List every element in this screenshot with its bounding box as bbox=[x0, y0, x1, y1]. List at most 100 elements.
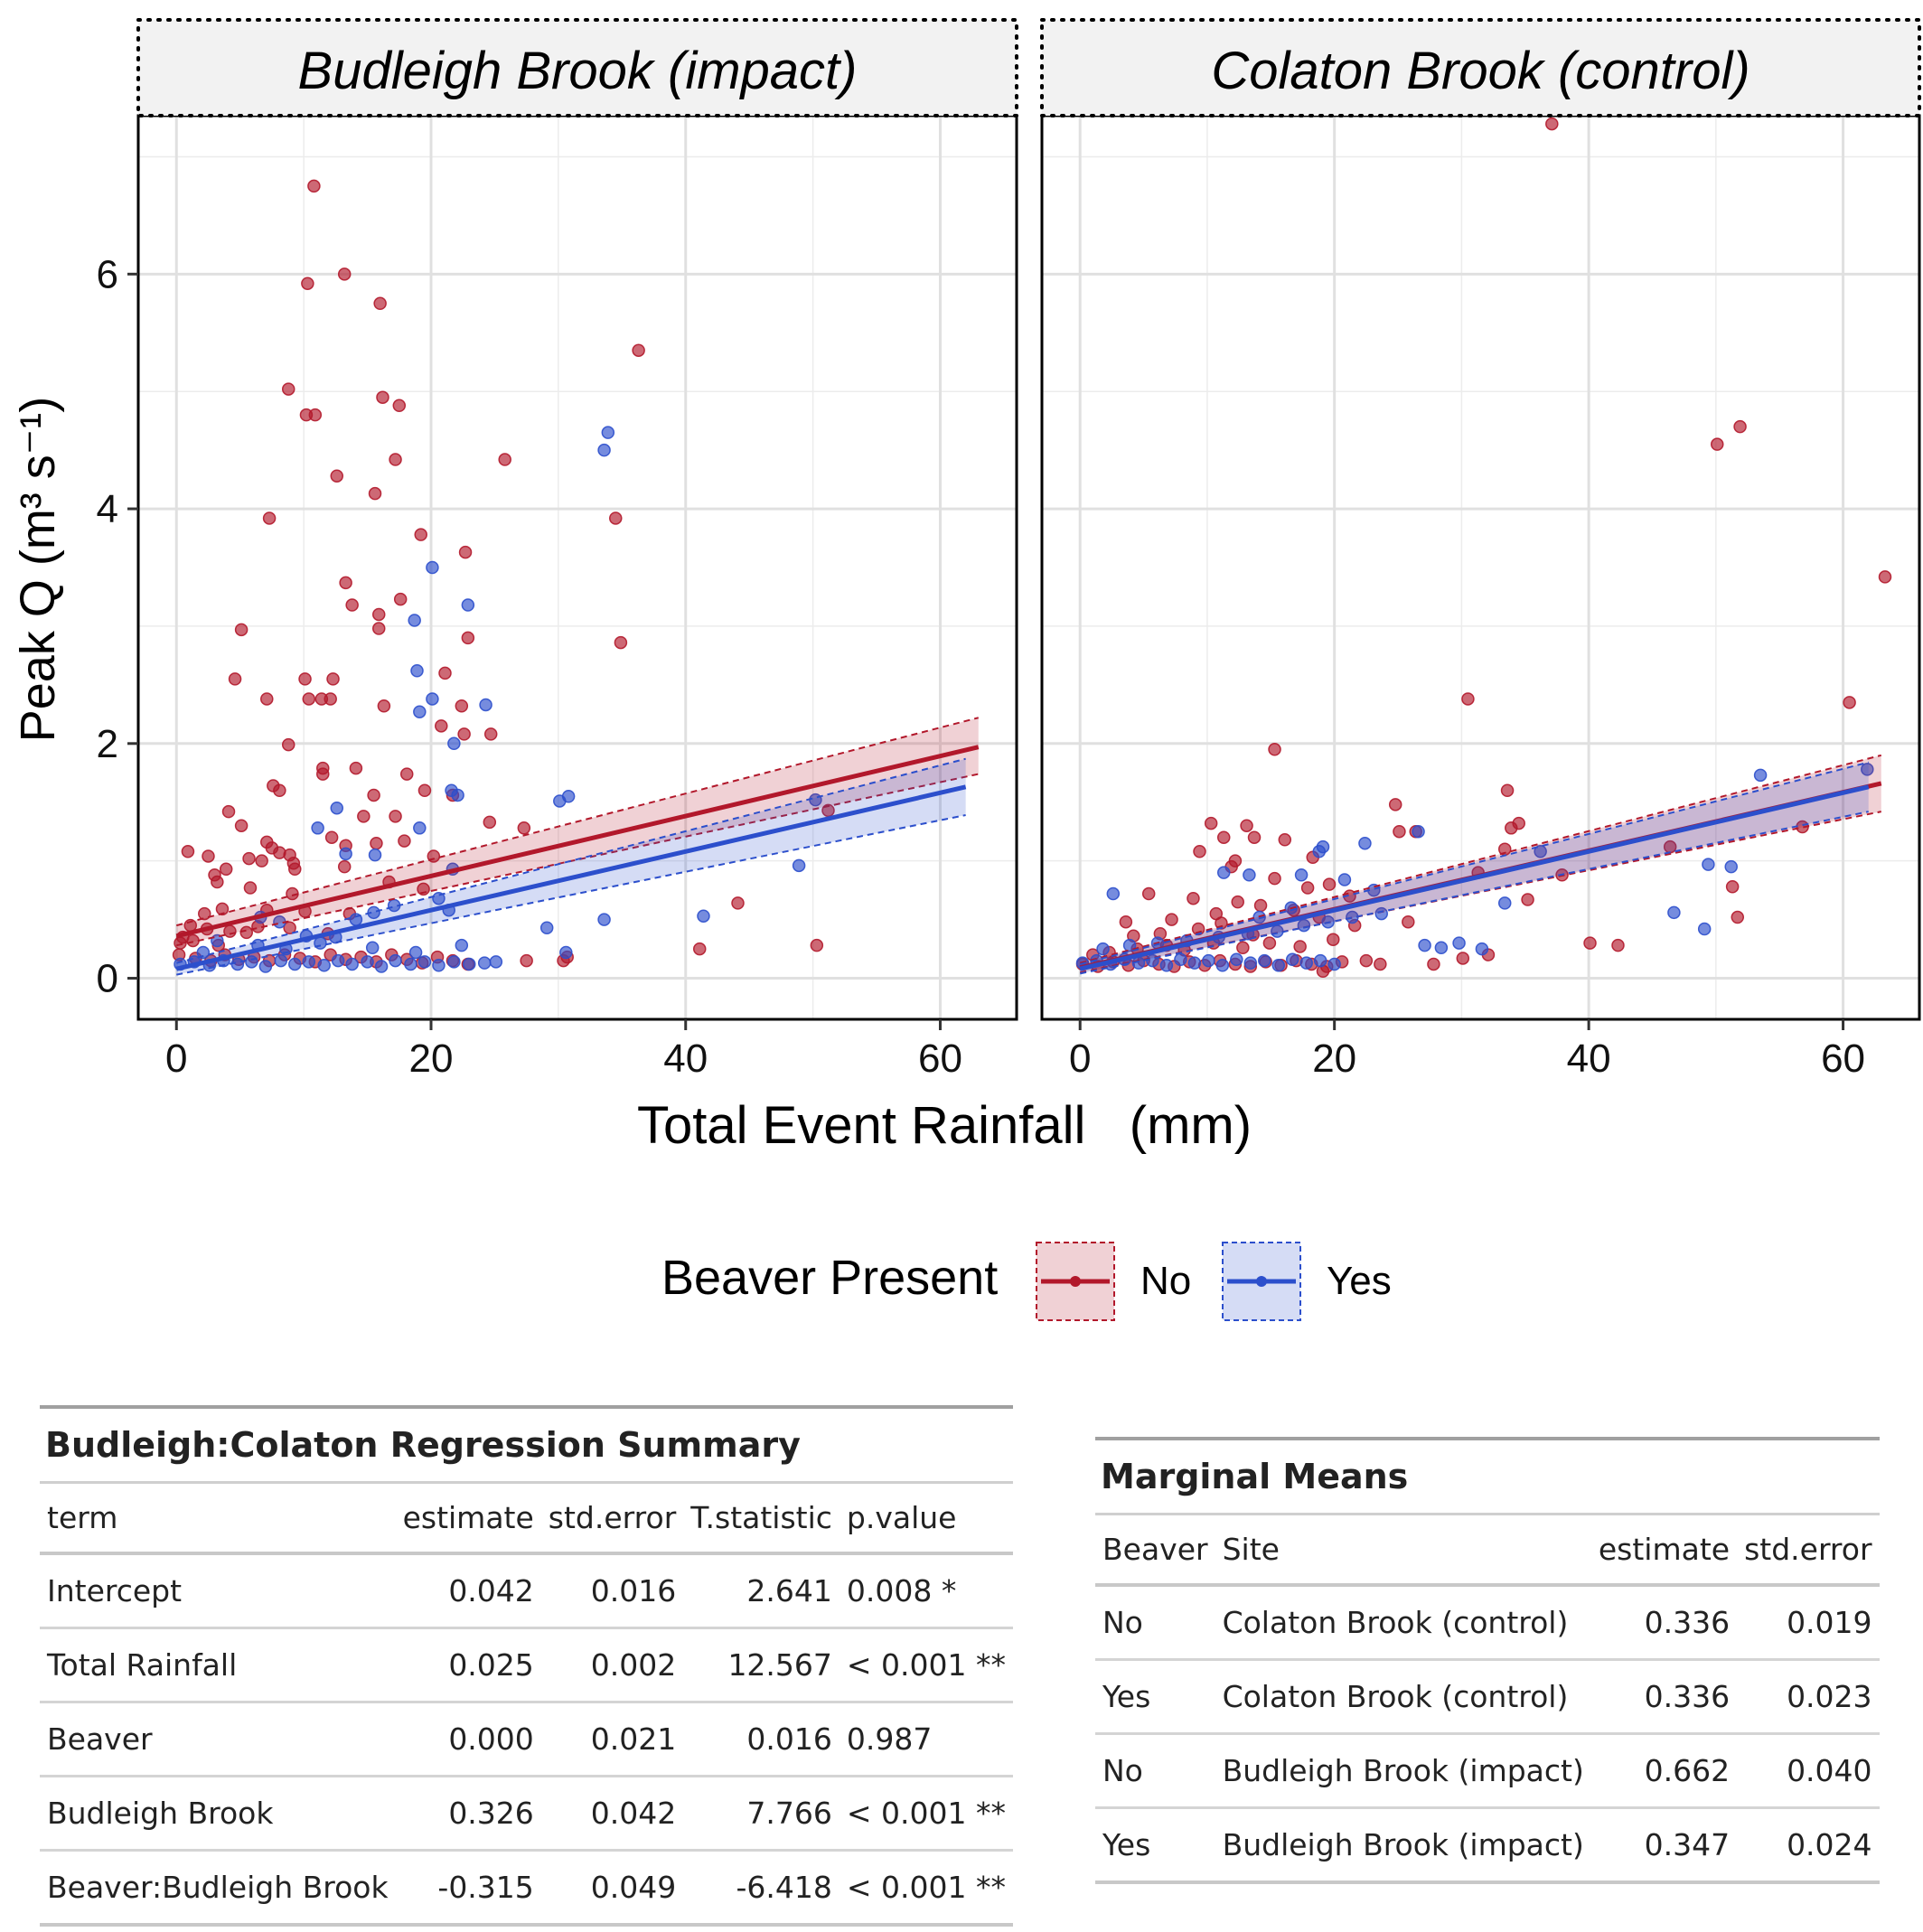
table-cell: 0.049 bbox=[540, 1850, 684, 1927]
table-cell: 0.336 bbox=[1590, 1585, 1738, 1661]
col-estimate: estimate bbox=[395, 1482, 541, 1555]
data-point bbox=[1293, 940, 1307, 953]
table-cell: 0.040 bbox=[1737, 1733, 1880, 1809]
data-point bbox=[324, 830, 339, 844]
table-row: Beaver 0.000 0.021 0.016 0.987 bbox=[40, 1702, 1014, 1777]
data-point bbox=[281, 382, 295, 396]
data-point bbox=[1497, 896, 1512, 910]
data-point bbox=[1141, 886, 1156, 901]
table-cell: Colaton Brook (control) bbox=[1215, 1659, 1591, 1735]
table-cell: -0.315 bbox=[395, 1850, 541, 1927]
data-point bbox=[1731, 910, 1745, 924]
data-point bbox=[1710, 437, 1724, 451]
data-point bbox=[196, 945, 211, 960]
data-point bbox=[1119, 914, 1133, 929]
data-point bbox=[331, 953, 345, 968]
data-point bbox=[1322, 877, 1337, 891]
confidence-upper bbox=[1079, 761, 1869, 965]
data-point bbox=[447, 955, 461, 969]
data-point bbox=[308, 408, 323, 422]
data-point bbox=[1878, 570, 1892, 584]
table-cell: Total Rainfall bbox=[40, 1627, 396, 1703]
data-point bbox=[1271, 959, 1285, 972]
col-term: term bbox=[40, 1482, 396, 1555]
x-tick-label: 40 bbox=[1567, 1036, 1611, 1081]
data-point bbox=[559, 945, 573, 960]
data-point bbox=[242, 851, 256, 866]
table-cell: Budleigh Brook (impact) bbox=[1215, 1733, 1591, 1809]
data-point bbox=[1861, 763, 1874, 776]
data-point bbox=[349, 761, 363, 775]
data-point bbox=[1418, 938, 1431, 952]
x-tick-label: 20 bbox=[1312, 1036, 1356, 1081]
data-point bbox=[539, 921, 554, 934]
data-point bbox=[215, 902, 230, 916]
table-cell: 0.016 bbox=[540, 1553, 684, 1629]
data-point bbox=[368, 486, 382, 501]
data-point bbox=[286, 886, 299, 901]
data-point bbox=[399, 767, 414, 781]
data-point bbox=[1521, 893, 1534, 906]
confidence-band bbox=[1080, 762, 1869, 974]
table-cell: 12.567 bbox=[683, 1627, 840, 1703]
data-point bbox=[1316, 964, 1330, 979]
data-point bbox=[1393, 824, 1406, 839]
data-point bbox=[1505, 821, 1518, 835]
regression-summary-table: Budleigh:Colaton Regression Summary term… bbox=[40, 1405, 1014, 1927]
data-point bbox=[258, 960, 273, 973]
data-point bbox=[483, 727, 498, 741]
data-point bbox=[1402, 914, 1415, 929]
table-cell: 7.766 bbox=[683, 1776, 840, 1852]
data-point bbox=[1096, 942, 1110, 956]
table-row: Yes Colaton Brook (control) 0.336 0.023 bbox=[1095, 1659, 1880, 1735]
data-point bbox=[1216, 866, 1231, 879]
legend: Beaver Present No Yes bbox=[661, 1242, 1392, 1321]
data-point bbox=[1299, 956, 1313, 970]
x-tick-label: 60 bbox=[918, 1036, 962, 1081]
table-cell: 0.024 bbox=[1737, 1807, 1880, 1884]
data-point bbox=[357, 810, 371, 823]
regression-table-body: Intercept 0.042 0.016 2.641 0.008 * Total Rai… bbox=[40, 1553, 1014, 1927]
table-cell: 2.641 bbox=[683, 1553, 840, 1629]
data-point bbox=[1843, 696, 1856, 709]
data-point bbox=[302, 955, 316, 969]
data-point bbox=[413, 705, 427, 718]
data-point bbox=[1215, 916, 1228, 930]
legend-label-no: No bbox=[1140, 1259, 1191, 1303]
data-point bbox=[632, 343, 645, 357]
table-cell: 0.336 bbox=[1590, 1659, 1738, 1735]
data-point bbox=[339, 576, 352, 590]
data-point bbox=[1243, 868, 1256, 882]
data-point bbox=[1204, 816, 1218, 830]
data-point bbox=[274, 953, 288, 968]
data-point bbox=[1697, 922, 1712, 936]
data-point bbox=[1374, 957, 1387, 971]
col-p-value: p.value bbox=[839, 1482, 1014, 1555]
table-cell: Budleigh Brook (impact) bbox=[1215, 1807, 1591, 1884]
data-point bbox=[413, 821, 427, 835]
data-point bbox=[458, 545, 473, 559]
data-point bbox=[243, 881, 258, 895]
table-cell: 0.023 bbox=[1737, 1659, 1880, 1735]
data-point bbox=[408, 614, 421, 627]
data-point bbox=[198, 906, 211, 921]
data-point bbox=[1122, 938, 1137, 952]
legend-label-yes: Yes bbox=[1327, 1259, 1392, 1303]
data-point bbox=[432, 891, 446, 905]
facet-strip bbox=[1040, 18, 1921, 117]
data-point bbox=[1230, 952, 1243, 967]
data-point bbox=[371, 622, 386, 635]
data-point bbox=[1159, 959, 1174, 972]
data-point bbox=[1106, 886, 1121, 901]
data-point bbox=[345, 957, 359, 971]
data-point bbox=[447, 736, 461, 751]
marginal-means-table: Marginal Means Beaver Site estimate std.… bbox=[1095, 1437, 1880, 1884]
data-point bbox=[368, 848, 382, 862]
data-point bbox=[455, 699, 469, 713]
data-point bbox=[426, 692, 439, 706]
data-point bbox=[288, 862, 302, 877]
data-point bbox=[1461, 692, 1475, 706]
col-site: Site bbox=[1215, 1514, 1591, 1587]
data-point bbox=[1412, 824, 1425, 839]
col-std-error: std.error bbox=[1737, 1514, 1880, 1587]
